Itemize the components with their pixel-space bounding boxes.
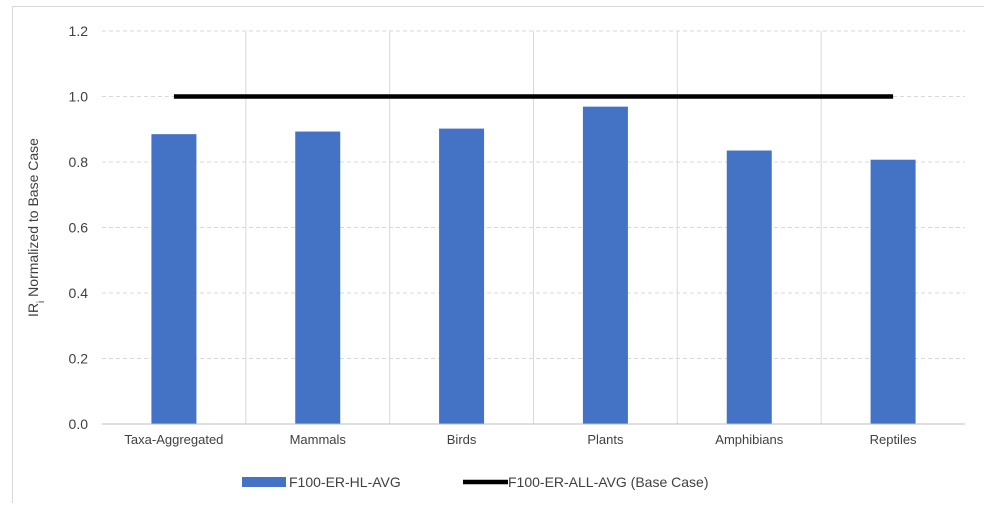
bar — [870, 159, 916, 424]
y-tick-label: 0.0 — [69, 416, 89, 432]
chart-frame — [12, 6, 984, 503]
y-axis-label-main: IR — [25, 303, 41, 317]
x-tick-label: Taxa-Aggregated — [124, 432, 223, 447]
bar — [726, 150, 772, 424]
y-axis-label-rest: Normalized to Base Case — [25, 138, 41, 301]
x-tick-label: Mammals — [290, 432, 347, 447]
y-tick-label: 0.6 — [69, 220, 89, 236]
bar — [439, 128, 485, 424]
legend: F100-ER-HL-AVG F100-ER-ALL-AVG (Base Cas… — [242, 474, 708, 490]
y-tick-label: 0.2 — [69, 351, 89, 367]
legend-label-bars: F100-ER-HL-AVG — [289, 474, 401, 490]
x-tick-label: Reptiles — [870, 432, 917, 447]
legend-label-line: F100-ER-ALL-AVG (Base Case) — [508, 474, 708, 490]
legend-swatch-bars — [242, 477, 286, 487]
y-tick-label: 1.0 — [69, 89, 89, 105]
y-tick-label: 0.8 — [69, 154, 89, 170]
y-tick-labels: 0.0 0.2 0.4 0.6 0.8 1.0 1.2 — [69, 23, 89, 432]
bar — [151, 134, 197, 424]
bar-series — [151, 106, 916, 425]
y-axis-label: IRi Normalized to Base Case — [25, 138, 47, 317]
x-tick-labels: Taxa-Aggregated Mammals Birds Plants Amphibi… — [124, 432, 917, 447]
x-tick-label: Amphibians — [715, 432, 783, 447]
bar — [295, 131, 341, 425]
y-tick-label: 1.2 — [69, 23, 89, 39]
x-tick-label: Plants — [587, 432, 624, 447]
bar — [582, 106, 628, 424]
y-tick-label: 0.4 — [69, 285, 89, 301]
x-tick-label: Birds — [447, 432, 477, 447]
y-axis-label-sub: i — [36, 301, 47, 303]
